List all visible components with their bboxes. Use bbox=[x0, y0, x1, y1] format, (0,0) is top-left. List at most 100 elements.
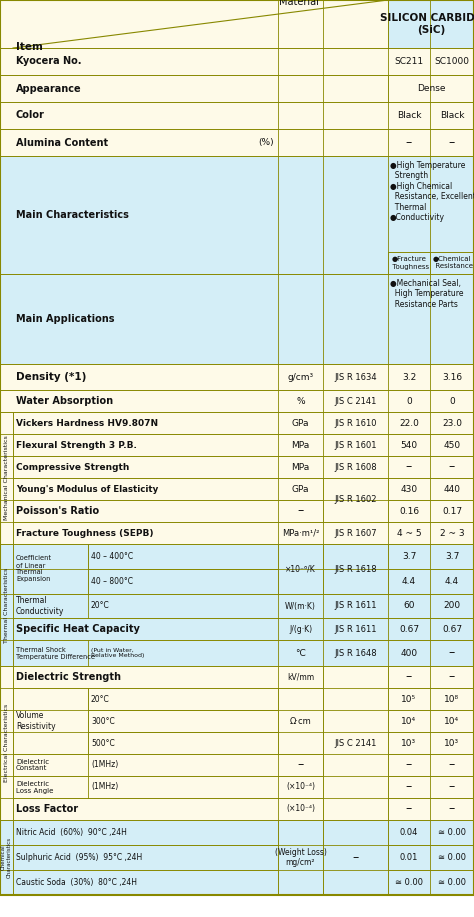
Bar bbox=[278, 820, 323, 895]
Text: Dielectric
Constant: Dielectric Constant bbox=[16, 758, 49, 771]
Text: kV/mm: kV/mm bbox=[287, 672, 314, 681]
Text: Electrical Characteristics: Electrical Characteristics bbox=[4, 704, 9, 782]
Text: –: – bbox=[449, 758, 455, 771]
Text: 200: 200 bbox=[444, 602, 461, 611]
Text: Fracture Toughness (SEPB): Fracture Toughness (SEPB) bbox=[16, 528, 154, 537]
Text: 4.4: 4.4 bbox=[402, 577, 416, 586]
Text: –: – bbox=[449, 670, 455, 683]
Text: –: – bbox=[406, 670, 412, 683]
Text: 450: 450 bbox=[444, 440, 461, 449]
Bar bbox=[0, 594, 474, 618]
Bar bbox=[0, 666, 13, 820]
Text: Main Characteristics: Main Characteristics bbox=[16, 210, 129, 220]
Bar bbox=[0, 544, 474, 569]
Text: JIS R 1648: JIS R 1648 bbox=[334, 648, 377, 657]
Text: 540: 540 bbox=[401, 440, 418, 449]
Text: –: – bbox=[297, 504, 304, 517]
Text: –: – bbox=[297, 758, 304, 771]
Text: %: % bbox=[296, 396, 305, 405]
Text: –: – bbox=[449, 646, 455, 659]
Bar bbox=[0, 776, 474, 798]
Text: –: – bbox=[406, 802, 412, 815]
Text: 0.67: 0.67 bbox=[399, 624, 419, 634]
Text: ●Mechanical Seal,
  High Temperature
  Resistance Parts: ●Mechanical Seal, High Temperature Resis… bbox=[390, 279, 464, 309]
Text: (×10⁻⁴): (×10⁻⁴) bbox=[286, 782, 315, 791]
Text: ≅ 0.00: ≅ 0.00 bbox=[438, 878, 466, 887]
Bar bbox=[0, 522, 474, 544]
Text: JIS C 2141: JIS C 2141 bbox=[334, 396, 377, 405]
Text: –: – bbox=[449, 780, 455, 793]
Text: ●Fracture
  Toughness: ●Fracture Toughness bbox=[388, 257, 429, 270]
Text: 500°C: 500°C bbox=[91, 738, 115, 747]
Bar bbox=[0, 732, 474, 754]
Text: J/(g·K): J/(g·K) bbox=[289, 624, 312, 634]
Text: Nitric Acid  (60%)  90°C ,24H: Nitric Acid (60%) 90°C ,24H bbox=[16, 828, 127, 837]
Bar bbox=[0, 820, 13, 895]
Text: 10³: 10³ bbox=[401, 738, 417, 747]
Text: 10⁵: 10⁵ bbox=[401, 694, 417, 703]
Text: 3.16: 3.16 bbox=[442, 372, 462, 381]
Text: 0: 0 bbox=[449, 396, 455, 405]
Text: (%): (%) bbox=[258, 138, 274, 147]
Bar bbox=[430, 252, 474, 274]
Text: ●High Temperature
  Strength
●High Chemical
  Resistance, Excellent
  Thermal
●C: ●High Temperature Strength ●High Chemica… bbox=[390, 161, 474, 222]
Text: °C: °C bbox=[295, 648, 306, 657]
Text: Main Applications: Main Applications bbox=[16, 314, 115, 324]
Text: 0.16: 0.16 bbox=[399, 506, 419, 515]
Bar bbox=[0, 845, 474, 870]
Bar bbox=[0, 820, 474, 845]
Bar bbox=[388, 252, 430, 274]
Bar bbox=[278, 544, 323, 594]
Text: JIS R 1601: JIS R 1601 bbox=[334, 440, 377, 449]
Bar bbox=[0, 412, 474, 434]
Text: 40 – 400°C: 40 – 400°C bbox=[91, 552, 133, 561]
Text: Sulphuric Acid  (95%)  95°C ,24H: Sulphuric Acid (95%) 95°C ,24H bbox=[16, 853, 142, 862]
Text: ●Chemical
  Resistance: ●Chemical Resistance bbox=[431, 257, 473, 270]
Bar bbox=[0, 618, 474, 640]
Text: Young's Modulus of Elasticity: Young's Modulus of Elasticity bbox=[16, 484, 158, 493]
Text: JIS R 1610: JIS R 1610 bbox=[334, 418, 377, 427]
Text: SC211: SC211 bbox=[394, 57, 424, 66]
Text: 10³: 10³ bbox=[445, 738, 460, 747]
Text: –: – bbox=[449, 136, 455, 149]
Bar bbox=[0, 478, 474, 500]
Bar bbox=[0, 666, 474, 688]
Text: GPa: GPa bbox=[292, 484, 309, 493]
Text: Ω·cm: Ω·cm bbox=[290, 716, 311, 725]
Bar bbox=[0, 688, 474, 710]
Bar bbox=[388, 75, 474, 102]
Text: MPa: MPa bbox=[292, 440, 310, 449]
Bar bbox=[323, 544, 388, 594]
Bar bbox=[0, 870, 474, 895]
Bar bbox=[0, 156, 474, 274]
Text: 0.17: 0.17 bbox=[442, 506, 462, 515]
Text: 0: 0 bbox=[406, 396, 412, 405]
Text: 440: 440 bbox=[444, 484, 461, 493]
Text: Volume
Resistivity: Volume Resistivity bbox=[16, 712, 55, 731]
Text: Item: Item bbox=[16, 42, 43, 52]
Bar bbox=[0, 102, 474, 129]
Text: ≅ 0.00: ≅ 0.00 bbox=[395, 878, 423, 887]
Text: Chemical
Characteristics: Chemical Characteristics bbox=[1, 837, 12, 878]
Text: 0.67: 0.67 bbox=[442, 624, 462, 634]
Text: Flexural Strength 3 P.B.: Flexural Strength 3 P.B. bbox=[16, 440, 137, 449]
Text: 2 ~ 3: 2 ~ 3 bbox=[440, 528, 465, 537]
Text: (Put in Water,
Relative Method): (Put in Water, Relative Method) bbox=[91, 647, 145, 658]
Text: –: – bbox=[406, 758, 412, 771]
Text: g/cm³: g/cm³ bbox=[287, 372, 314, 381]
Text: Thermal Characteristics: Thermal Characteristics bbox=[4, 568, 9, 643]
Text: 22.0: 22.0 bbox=[399, 418, 419, 427]
Bar bbox=[0, 434, 474, 456]
Bar bbox=[0, 500, 474, 522]
Bar bbox=[0, 274, 474, 364]
Text: (×10⁻⁴): (×10⁻⁴) bbox=[286, 804, 315, 813]
Text: Thermal Shock
Temperature Difference: Thermal Shock Temperature Difference bbox=[16, 646, 95, 659]
Text: Vickers Hardness HV9.807N: Vickers Hardness HV9.807N bbox=[16, 418, 158, 427]
Text: JIS R 1611: JIS R 1611 bbox=[334, 624, 377, 634]
Text: Loss Factor: Loss Factor bbox=[16, 804, 78, 814]
Text: Poisson's Ratio: Poisson's Ratio bbox=[16, 506, 99, 516]
Text: 20°C: 20°C bbox=[91, 694, 110, 703]
Bar bbox=[388, 0, 474, 48]
Text: JIS R 1607: JIS R 1607 bbox=[334, 528, 377, 537]
Text: 23.0: 23.0 bbox=[442, 418, 462, 427]
